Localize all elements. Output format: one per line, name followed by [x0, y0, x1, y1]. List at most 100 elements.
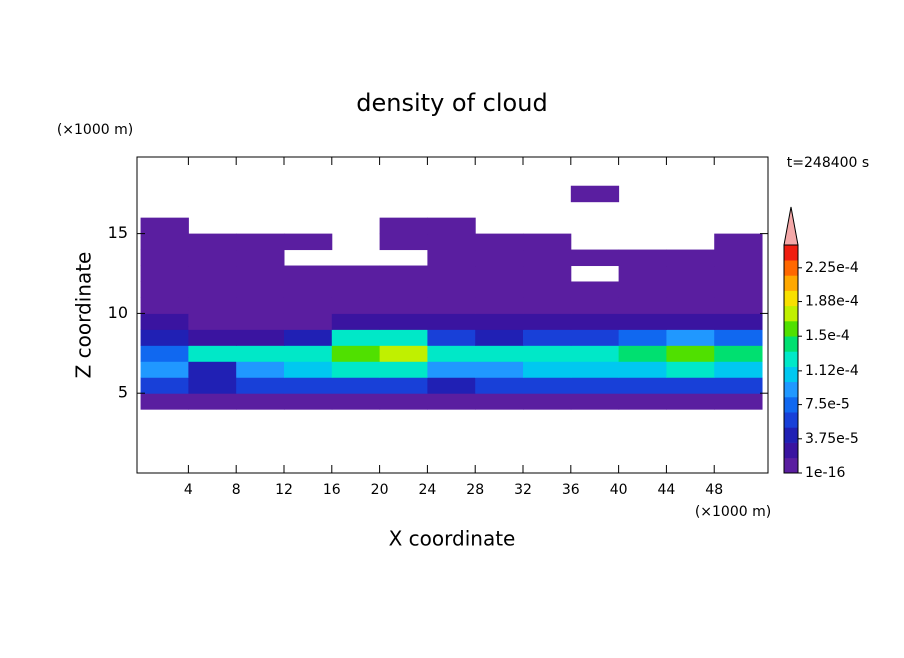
x-tick-label: 8 — [232, 482, 241, 498]
y-tick-label: 15 — [108, 223, 128, 242]
cell — [140, 377, 189, 394]
cell — [570, 361, 620, 378]
x-tick-label: 32 — [514, 482, 532, 498]
cell — [666, 345, 715, 362]
cell — [475, 393, 524, 410]
cell — [475, 377, 524, 394]
colorbar-tick-label: 1.88e-4 — [805, 294, 859, 310]
cell — [427, 249, 476, 267]
cell — [236, 249, 285, 267]
colorbar-segment — [784, 245, 798, 261]
cell — [618, 281, 667, 298]
cell — [140, 345, 189, 362]
cell — [283, 361, 333, 378]
x-axis-label: X coordinate — [389, 527, 516, 551]
cell — [331, 313, 381, 330]
cell — [283, 265, 333, 282]
cell — [331, 393, 381, 410]
cell — [379, 361, 428, 378]
cell — [475, 233, 524, 251]
cell — [140, 281, 189, 298]
x-tick-label: 20 — [371, 482, 389, 498]
cell — [379, 329, 428, 346]
cell — [283, 313, 333, 330]
cell — [523, 361, 572, 378]
colorbar-frame — [783, 244, 799, 474]
cell — [666, 393, 715, 410]
cell — [188, 345, 237, 362]
cell — [570, 393, 620, 410]
cell — [188, 297, 237, 314]
cell — [523, 377, 572, 394]
plot-frame — [136, 156, 769, 474]
cell — [666, 249, 715, 267]
colorbar-segment — [784, 351, 798, 367]
cell — [714, 329, 763, 346]
cell — [523, 313, 572, 330]
x-tick-label: 48 — [705, 482, 723, 498]
cell — [140, 265, 189, 282]
cell — [714, 249, 763, 267]
colorbar-segment — [784, 381, 798, 398]
cell — [331, 297, 381, 314]
y-tick-label: 10 — [108, 303, 128, 322]
x-tick-label: 36 — [562, 482, 580, 498]
field — [140, 185, 763, 410]
cell — [570, 329, 620, 346]
cell — [331, 265, 381, 282]
x-tick-label: 24 — [418, 482, 436, 498]
cell — [714, 377, 763, 394]
cell — [427, 329, 476, 346]
colorbar-extend — [783, 206, 799, 246]
x-tick-label: 28 — [466, 482, 484, 498]
cell — [666, 265, 715, 282]
cell — [570, 281, 620, 298]
cell — [523, 329, 572, 346]
cell — [618, 393, 667, 410]
cell — [523, 233, 572, 251]
cell — [714, 265, 763, 282]
colorbar-segment — [784, 412, 798, 428]
cell — [236, 297, 285, 314]
colorbar-tick-label: 3.75e-5 — [805, 431, 859, 447]
cell — [140, 297, 189, 314]
cell — [331, 377, 381, 394]
cell — [283, 329, 333, 346]
cell — [188, 393, 237, 410]
cell — [427, 377, 476, 394]
colorbar-segment — [784, 366, 798, 383]
cell — [236, 313, 285, 330]
cell — [523, 297, 572, 314]
cell — [140, 393, 189, 410]
cell — [236, 345, 285, 362]
x-tick-label: 44 — [658, 482, 676, 498]
y-tick-label: 5 — [118, 383, 128, 402]
cell — [331, 361, 381, 378]
cell — [570, 185, 620, 203]
cell — [379, 217, 428, 235]
cell — [618, 329, 667, 346]
cell — [714, 313, 763, 330]
cell — [714, 281, 763, 298]
cell — [618, 297, 667, 314]
colorbar-segment — [784, 427, 798, 443]
cell — [236, 393, 285, 410]
cell — [618, 265, 667, 282]
cell — [475, 265, 524, 282]
cell — [618, 345, 667, 362]
colorbar-tick-label: 7.5e-5 — [805, 397, 850, 413]
cell — [666, 297, 715, 314]
cell — [236, 377, 285, 394]
colorbar-segment — [784, 321, 798, 337]
cell — [379, 313, 428, 330]
cell — [188, 377, 237, 394]
cell — [283, 393, 333, 410]
cell — [523, 281, 572, 298]
cell — [714, 361, 763, 378]
cell — [714, 345, 763, 362]
cell — [475, 281, 524, 298]
cell — [140, 329, 189, 346]
cell — [283, 297, 333, 314]
cell — [188, 361, 237, 378]
